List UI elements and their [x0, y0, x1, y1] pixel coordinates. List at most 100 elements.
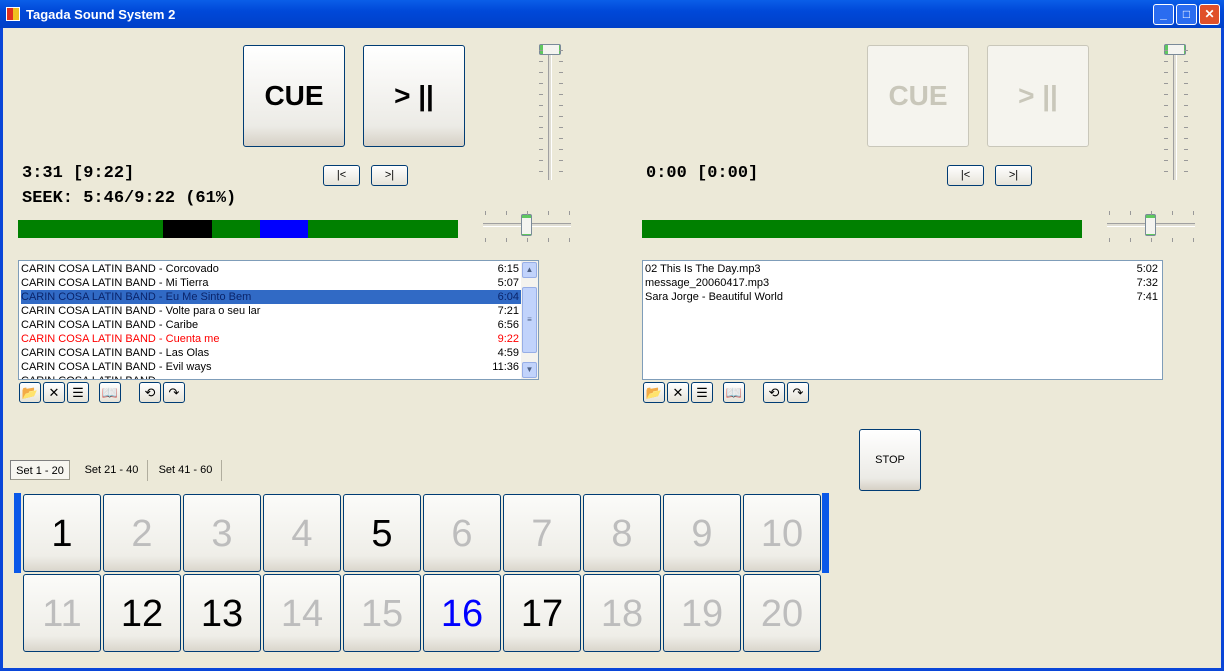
deck-a-repeat-icon[interactable]: ⟲	[139, 382, 161, 403]
deck-b-playlist[interactable]: 02 This Is The Day.mp3 5:02 message_200604…	[642, 260, 1163, 380]
deck-b-volume-thumb[interactable]	[1164, 44, 1186, 55]
playlist-row[interactable]: CARIN COSA LATIN BAND - ......	[21, 374, 521, 379]
playlist-row[interactable]: CARIN COSA LATIN BAND - Caribe 6:56	[21, 318, 521, 332]
sample-pad-11[interactable]: 11	[23, 574, 101, 652]
deck-a-playlist[interactable]: ▲ ≡ ▼ CARIN COSA LATIN BAND - Corcovado 6…	[18, 260, 539, 380]
app-icon	[6, 7, 20, 21]
sample-pad-3[interactable]: 3	[183, 494, 261, 572]
deck-b-pitch-thumb[interactable]	[1145, 214, 1156, 236]
deck-a-delete-icon[interactable]: ✕	[43, 382, 65, 403]
sample-pad-19[interactable]: 19	[663, 574, 741, 652]
window-title: Tagada Sound System 2	[26, 7, 176, 22]
playlist-row[interactable]: CARIN COSA LATIN BAND - Volte para o seu…	[21, 304, 521, 318]
sample-pad-17[interactable]: 17	[503, 574, 581, 652]
deck-a-prev-button[interactable]: |<	[323, 165, 360, 186]
deck-b-next-button[interactable]: >|	[995, 165, 1032, 186]
track-duration: 7:32	[1136, 277, 1158, 289]
deck-b-list-icon[interactable]: ☰	[691, 382, 713, 403]
slider-tick	[1164, 61, 1168, 62]
tab-set-41-60[interactable]: Set 41 - 60	[150, 460, 222, 481]
deck-a-cue-button[interactable]: CUE	[243, 45, 345, 147]
deck-b-book-icon[interactable]: 📖	[723, 382, 745, 403]
deck-a-play-pause-button[interactable]: > ||	[363, 45, 465, 147]
sample-pad-18[interactable]: 18	[583, 574, 661, 652]
deck-a-auto-next-123-icon[interactable]: ↷	[163, 382, 185, 403]
playlist-row[interactable]: CARIN COSA LATIN BAND - Eu Me Sinto Bem 6…	[21, 290, 521, 304]
deck-b-delete-icon[interactable]: ✕	[667, 382, 689, 403]
track-title: CARIN COSA LATIN BAND - Las Olas	[21, 347, 210, 359]
deck-a-volume-slider[interactable]	[548, 45, 552, 180]
tab-set-1-20[interactable]: Set 1 - 20	[10, 460, 70, 480]
deck-b-auto-next-123-icon[interactable]: ↷	[787, 382, 809, 403]
deck-a-book-icon[interactable]: 📖	[99, 382, 121, 403]
tab-set-21-40[interactable]: Set 21 - 40	[76, 460, 148, 481]
scroll-up-icon[interactable]: ▲	[522, 262, 537, 278]
sample-pad-6[interactable]: 6	[423, 494, 501, 572]
playlist-row[interactable]: CARIN COSA LATIN BAND - Cuenta me 9:22	[21, 332, 521, 346]
slider-tick	[548, 211, 549, 215]
deck-b-cue-button[interactable]: CUE	[867, 45, 969, 147]
minimize-button[interactable]: _	[1153, 4, 1174, 25]
slider-tick	[485, 238, 486, 242]
sample-pad-7[interactable]: 7	[503, 494, 581, 572]
deck-a-pitch-thumb[interactable]	[521, 214, 532, 236]
slider-tick	[559, 61, 563, 62]
sample-pad-20[interactable]: 20	[743, 574, 821, 652]
slider-tick	[548, 238, 549, 242]
scroll-thumb[interactable]: ≡	[522, 287, 537, 353]
deck-a-list-icon[interactable]: ☰	[67, 382, 89, 403]
deck-b-open-folder-icon[interactable]: 📂	[643, 382, 665, 403]
deck-a-next-button[interactable]: >|	[371, 165, 408, 186]
deck-a-volume-thumb[interactable]	[539, 44, 561, 55]
scroll-down-icon[interactable]: ▼	[522, 362, 537, 378]
slider-tick	[1164, 127, 1168, 128]
sample-pad-2[interactable]: 2	[103, 494, 181, 572]
slider-tick	[1184, 83, 1188, 84]
slider-tick	[485, 211, 486, 215]
slider-tick	[559, 149, 563, 150]
deck-b-time: 0:00 [0:00]	[646, 164, 759, 183]
slider-tick	[559, 171, 563, 172]
maximize-button[interactable]: □	[1176, 4, 1197, 25]
sample-pad-4[interactable]: 4	[263, 494, 341, 572]
slider-tick	[539, 116, 543, 117]
sample-pad-15[interactable]: 15	[343, 574, 421, 652]
sample-pad-14[interactable]: 14	[263, 574, 341, 652]
playlist-row[interactable]: CARIN COSA LATIN BAND - Mi Tierra 5:07	[21, 276, 521, 290]
deck-a-progress-bar[interactable]	[18, 220, 458, 238]
slider-tick	[1164, 72, 1168, 73]
sample-pad-12[interactable]: 12	[103, 574, 181, 652]
playlist-row[interactable]: CARIN COSA LATIN BAND - Las Olas 4:59	[21, 346, 521, 360]
deck-b-prev-button[interactable]: |<	[947, 165, 984, 186]
deck-b-play-pause-button[interactable]: > ||	[987, 45, 1089, 147]
deck-a-open-folder-icon[interactable]: 📂	[19, 382, 41, 403]
deck-b-progress-bar[interactable]	[642, 220, 1082, 238]
sample-pad-10[interactable]: 10	[743, 494, 821, 572]
playlist-row[interactable]: CARIN COSA LATIN BAND - Evil ways 11:36	[21, 360, 521, 374]
sample-pad-13[interactable]: 13	[183, 574, 261, 652]
slider-tick	[559, 94, 563, 95]
deck-b-volume-slider[interactable]	[1173, 45, 1177, 180]
playlist-row[interactable]: 02 This Is The Day.mp3 5:02	[645, 262, 1160, 276]
slider-tick	[559, 127, 563, 128]
slider-tick	[1193, 211, 1194, 215]
sample-pad-9[interactable]: 9	[663, 494, 741, 572]
sample-pad-16[interactable]: 16	[423, 574, 501, 652]
sample-pad-1[interactable]: 1	[23, 494, 101, 572]
sample-pad-5[interactable]: 5	[343, 494, 421, 572]
slider-tick	[539, 83, 543, 84]
stop-button[interactable]: STOP	[859, 429, 921, 491]
playlist-scrollbar[interactable]: ▲ ≡ ▼	[521, 261, 538, 379]
sample-pad-8[interactable]: 8	[583, 494, 661, 572]
progress-marker	[260, 220, 309, 238]
track-title: CARIN COSA LATIN BAND - Volte para o seu…	[21, 305, 261, 317]
track-title: message_20060417.mp3	[645, 277, 770, 289]
slider-tick	[539, 127, 543, 128]
playlist-row[interactable]: CARIN COSA LATIN BAND - Corcovado 6:15	[21, 262, 521, 276]
slider-tick	[1164, 160, 1168, 161]
playlist-row[interactable]: message_20060417.mp3 7:32	[645, 276, 1160, 290]
slider-tick	[1184, 105, 1188, 106]
close-button[interactable]: ✕	[1199, 4, 1220, 25]
playlist-row[interactable]: Sara Jorge - Beautiful World 7:41	[645, 290, 1160, 304]
deck-b-repeat-icon[interactable]: ⟲	[763, 382, 785, 403]
